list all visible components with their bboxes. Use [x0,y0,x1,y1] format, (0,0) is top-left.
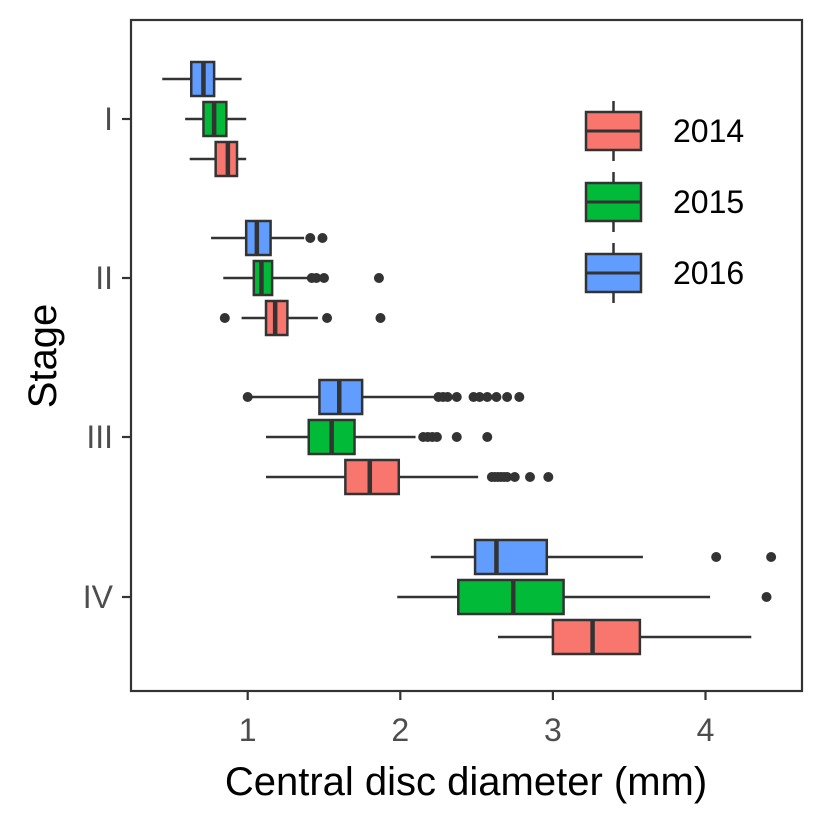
outlier-point [766,552,777,562]
legend-item-2014: 2014 [584,101,744,161]
box-body [551,618,642,656]
outlier-point [525,472,536,482]
box-I-2015 [185,100,247,138]
y-tick-label-IV: IV [83,579,114,615]
legend: 2014 2015 2016 [584,101,744,303]
outlier-point [322,313,333,323]
legend-label-2014: 2014 [673,113,744,149]
outlier-point [482,432,493,442]
box-III-2015 [266,418,493,456]
legend-item-2016: 2016 [584,243,744,303]
outlier-point [311,273,322,283]
outlier-point [431,432,442,442]
outlier-point [305,233,316,243]
x-tick-label-2: 2 [391,712,409,748]
box-III-2014 [266,458,554,496]
outlier-point [242,392,253,402]
series-2015 [185,100,772,616]
x-tick-label-1: 1 [239,712,257,748]
x-tick-label-4: 4 [697,712,715,748]
outlier-point [474,392,485,402]
outlier-point [491,392,502,402]
box-II-2014 [219,299,386,337]
y-tick-label-I: I [104,101,113,137]
outlier-point [319,273,329,283]
x-axis-title: Central disc diameter (mm) [225,760,707,804]
box-II-2016 [211,219,328,257]
outlier-point [502,472,513,482]
x-tick-label-3: 3 [544,712,562,748]
box-I-2016 [162,60,242,98]
outlier-point [711,552,722,562]
box-body [473,538,549,576]
box-III-2016 [242,378,525,416]
outlier-point [373,273,384,283]
outlier-point [514,392,525,402]
y-tick-label-III: III [86,419,113,455]
box-IV-2014 [497,618,752,656]
outlier-point [543,472,554,482]
box-IV-2016 [430,538,777,576]
series-2016 [162,60,777,576]
box-body [457,578,565,616]
outlier-point [509,472,520,482]
outlier-point [451,392,462,402]
legend-label-2015: 2015 [673,184,744,220]
box-body [344,458,401,496]
legend-label-2016: 2016 [673,255,744,291]
outlier-point [375,313,386,323]
y-tick-label-II: II [95,260,113,296]
box-IV-2015 [397,578,772,616]
outlier-point [451,432,462,442]
box-I-2014 [189,140,247,178]
outlier-point [761,592,772,602]
outlier-point [482,392,493,402]
outlier-point [317,233,328,243]
y-axis-title: Stage [21,304,65,409]
series-2014 [189,140,752,656]
plot-area [162,60,777,656]
panel-border [129,18,804,693]
outlier-point [442,392,453,402]
outlier-point [502,392,513,402]
legend-item-2015: 2015 [584,172,744,232]
outlier-point [219,313,230,323]
box-II-2015 [223,259,384,297]
